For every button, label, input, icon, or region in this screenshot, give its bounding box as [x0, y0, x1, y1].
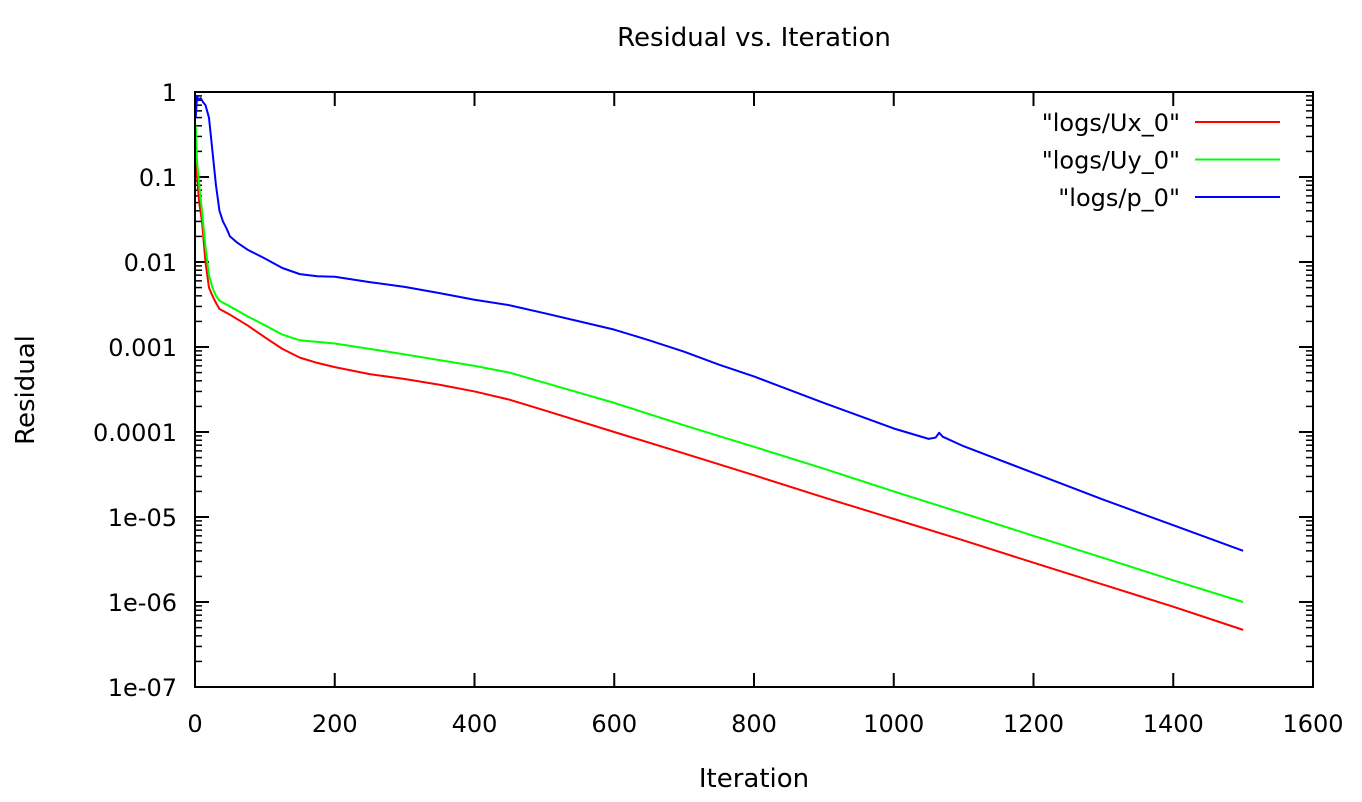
series-line-0: [194, 136, 1244, 631]
x-tick-label: 400: [452, 710, 498, 738]
series-line-1: [194, 125, 1244, 603]
y-tick-label: 0.01: [124, 249, 177, 277]
x-axis-label: Iteration: [699, 764, 809, 794]
legend-label-1: "logs/Uy_0": [1042, 147, 1180, 175]
legend-label-2: "logs/p_0": [1058, 184, 1180, 212]
y-tick-label: 1e-06: [108, 589, 177, 617]
x-tick-label: 600: [591, 710, 637, 738]
x-tick-label: 0: [187, 710, 202, 738]
series-line-2: [194, 94, 1244, 552]
y-tick-label: 0.1: [139, 164, 177, 192]
x-tick-label: 1400: [1143, 710, 1204, 738]
plot-series: [194, 94, 1244, 631]
x-tick-label: 1600: [1282, 710, 1343, 738]
y-axis-label: Residual: [11, 335, 41, 445]
y-tick-label: 1: [162, 79, 177, 107]
legend: "logs/Ux_0" "logs/Uy_0" "logs/p_0": [1042, 109, 1280, 212]
y-tick-label: 1e-05: [108, 504, 177, 532]
legend-label-0: "logs/Ux_0": [1042, 109, 1180, 137]
x-tick-label: 1000: [863, 710, 924, 738]
y-tick-label: 0.001: [108, 334, 177, 362]
chart-title: Residual vs. Iteration: [617, 23, 891, 53]
y-tick-label: 0.0001: [93, 419, 177, 447]
y-tick-label: 1e-07: [108, 674, 177, 702]
x-tick-label: 1200: [1003, 710, 1064, 738]
x-tick-label: 800: [731, 710, 777, 738]
plot-frame: [194, 91, 1314, 688]
x-tick-label: 200: [312, 710, 358, 738]
